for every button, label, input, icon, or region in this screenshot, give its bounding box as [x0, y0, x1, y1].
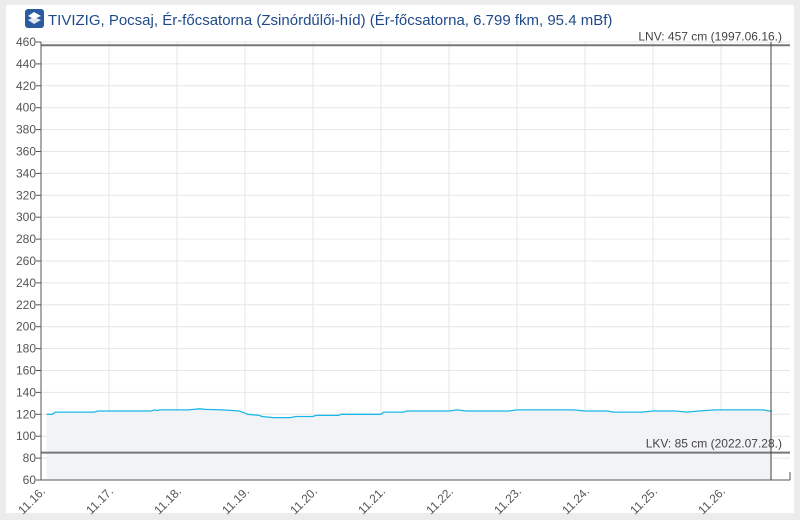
y-tick-label: 340 — [16, 166, 36, 180]
y-tick-label: 200 — [16, 320, 36, 334]
x-tick-label: 11.24. — [559, 484, 592, 517]
y-tick-label: 120 — [16, 407, 36, 421]
y-tick-label: 460 — [16, 35, 36, 49]
y-tick-label: 100 — [16, 429, 36, 443]
y-tick-label: 280 — [16, 232, 36, 246]
y-tick-label: 400 — [16, 101, 36, 115]
y-tick-label: 180 — [16, 342, 36, 356]
chart-title: TIVIZIG, Pocsaj, Ér-főcsatorna (Zsinórdű… — [48, 12, 613, 29]
y-tick-label: 260 — [16, 254, 36, 268]
y-tick-label: 360 — [16, 145, 36, 159]
y-tick-label: 140 — [16, 385, 36, 399]
y-tick-label: 420 — [16, 79, 36, 93]
x-tick-label: 11.17. — [83, 484, 116, 517]
x-tick-label: 11.23. — [491, 484, 524, 517]
y-tick-label: 300 — [16, 210, 36, 224]
x-tick-label: 11.19. — [219, 484, 252, 517]
y-tick-label: 240 — [16, 276, 36, 290]
y-tick-label: 160 — [16, 364, 36, 378]
y-tick-label: 220 — [16, 298, 36, 312]
x-tick-label: 11.21. — [355, 484, 388, 517]
x-tick-label: 11.20. — [287, 484, 320, 517]
y-tick-label: 380 — [16, 123, 36, 137]
y-tick-label: 80 — [23, 451, 37, 465]
y-tick-label: 320 — [16, 188, 36, 202]
series-line — [46, 408, 772, 419]
x-tick-label: 11.18. — [151, 484, 184, 517]
reference-line-label: LKV: 85 cm (2022.07.28.) — [646, 437, 782, 451]
reference-line-label: LNV: 457 cm (1997.06.16.) — [638, 29, 782, 43]
y-tick-label: 60 — [23, 473, 37, 487]
x-tick-label: 11.25. — [627, 484, 660, 517]
tivizig-logo-icon — [25, 9, 44, 28]
series-area — [46, 408, 772, 480]
x-tick-label: 11.16. — [15, 484, 48, 517]
x-tick-label: 11.26. — [695, 484, 728, 517]
y-tick-label: 440 — [16, 57, 36, 71]
x-tick-label: 11.22. — [423, 484, 456, 517]
